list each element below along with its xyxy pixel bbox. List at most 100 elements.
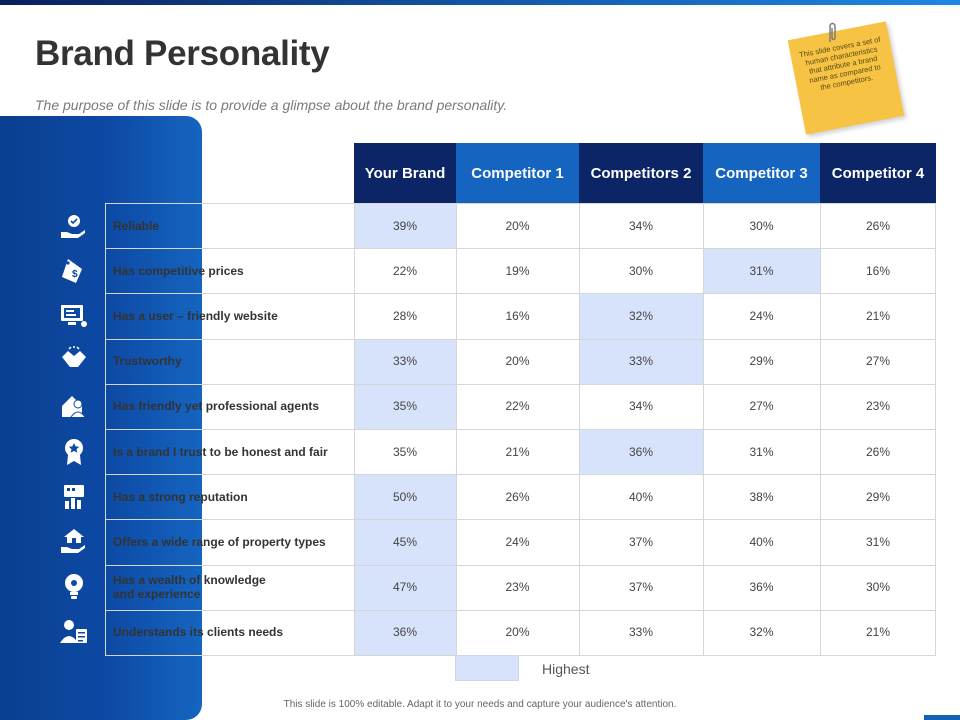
grid-line (105, 474, 936, 476)
table-header-row: Your Brand Competitor 1 Competitors 2 Compe… (105, 143, 936, 203)
value-cell: 26% (865, 444, 891, 459)
value-cell: 31% (749, 444, 774, 459)
value-cell: 27% (865, 354, 891, 369)
value-cell: 20% (505, 625, 530, 640)
value-cell: 37% (628, 580, 654, 595)
grid-line (105, 655, 936, 656)
column-header: Your Brand (354, 143, 456, 203)
row-label: Has friendly yet professional agents (113, 399, 320, 414)
hand-house-icon (58, 526, 90, 558)
row-label: Has competitive prices (113, 263, 244, 278)
table-row: Is a brand I trust to be honest and fair… (105, 429, 936, 475)
price-tag-icon: $ (58, 255, 90, 287)
value-cell: 40% (749, 534, 774, 549)
side-panel (0, 116, 202, 720)
legend-swatch (455, 655, 519, 681)
value-cell: 29% (865, 489, 891, 504)
row-label: Is a brand I trust to be honest and fair (113, 444, 328, 459)
grid-line (105, 429, 936, 430)
grid-line (105, 609, 936, 611)
value-cell: 22% (505, 399, 530, 414)
handshake-icon (58, 345, 90, 377)
footer-note: This slide is 100% editable. Adapt it to… (283, 699, 677, 710)
value-cell: 32% (579, 293, 703, 339)
value-cell: 27% (749, 399, 774, 414)
table-row: Has a user – friendly website 28% 16% 32% 24… (105, 293, 936, 339)
paper-clip-icon (829, 22, 836, 42)
row-label: Has a strong reputation (113, 489, 248, 504)
value-cell: 26% (865, 218, 891, 233)
agent-house-icon (58, 390, 90, 422)
client-icon (58, 616, 90, 648)
value-cell: 23% (865, 399, 891, 414)
bottom-accent-bar (924, 715, 960, 720)
svg-text:$: $ (72, 269, 78, 280)
brand-comparison-table: Your Brand Competitor 1 Competitors 2 Compe… (105, 143, 936, 656)
row-label: Offers a wide range of property types (113, 534, 326, 549)
value-cell: 28% (392, 308, 418, 323)
website-icon (58, 300, 90, 332)
value-cell: 34% (628, 399, 654, 414)
value-cell: 37% (628, 534, 654, 549)
value-cell: 47% (354, 564, 456, 610)
hand-check-icon (58, 210, 90, 242)
top-accent-bar (0, 0, 960, 5)
grid-line (105, 248, 936, 250)
value-cell: 21% (865, 308, 891, 323)
table-row: Has a wealth of knowledge and experience… (105, 564, 936, 610)
page-subtitle: The purpose of this slide is to provide … (35, 97, 508, 113)
value-cell: 36% (354, 609, 456, 655)
value-cell: 30% (749, 218, 774, 233)
grid-line (105, 293, 936, 295)
value-cell: 33% (628, 625, 654, 640)
value-cell: 39% (354, 203, 456, 249)
value-cell: 24% (749, 308, 774, 323)
value-cell: 29% (749, 354, 774, 369)
lightbulb-icon (58, 571, 90, 603)
value-cell: 19% (505, 263, 530, 278)
row-label: Reliable (113, 218, 160, 233)
column-header: Competitor 3 (703, 143, 820, 203)
badge-icon (58, 436, 90, 468)
grid-line (579, 203, 580, 655)
value-cell: 22% (392, 263, 418, 278)
value-cell: 36% (749, 580, 774, 595)
grid-line (105, 519, 936, 521)
column-header: Competitors 2 (579, 143, 703, 203)
value-cell: 23% (505, 580, 530, 595)
table-row: Has friendly yet professional agents 35% 2… (105, 383, 936, 429)
row-label: Trustworthy (113, 354, 182, 369)
value-cell: 26% (505, 489, 530, 504)
row-label: Has a wealth of knowledge and experience (113, 573, 266, 602)
table-row: Has competitive prices 22% 19% 30% 31% 16% (105, 248, 936, 294)
table-row: Trustworthy 33% 20% 33% 29% 27% (105, 338, 936, 384)
grid-line (935, 203, 936, 655)
value-cell: 36% (579, 429, 703, 475)
grid-line (703, 203, 704, 655)
value-cell: 33% (354, 338, 456, 384)
value-cell: 32% (749, 625, 774, 640)
grid-line (354, 203, 355, 655)
value-cell: 30% (628, 263, 654, 278)
value-cell: 31% (703, 248, 820, 294)
grid-line (105, 564, 936, 566)
value-cell: 34% (628, 218, 654, 233)
column-header: Competitor 4 (820, 143, 936, 203)
value-cell: 33% (579, 338, 703, 384)
value-cell: 45% (354, 519, 456, 565)
value-cell: 31% (865, 534, 891, 549)
grid-line (105, 203, 106, 655)
table-row: Offers a wide range of property types 45%… (105, 519, 936, 565)
reputation-icon (58, 481, 90, 513)
value-cell: 40% (628, 489, 654, 504)
value-cell: 21% (865, 625, 891, 640)
value-cell: 38% (749, 489, 774, 504)
sticky-note-text: This slide covers a set of human charact… (798, 34, 882, 92)
grid-line (105, 338, 936, 340)
row-label: Understands its clients needs (113, 625, 284, 640)
page-title: Brand Personality (35, 34, 330, 73)
value-cell: 24% (505, 534, 530, 549)
value-cell: 20% (505, 354, 530, 369)
grid-line (456, 203, 457, 655)
value-cell: 16% (865, 263, 891, 278)
